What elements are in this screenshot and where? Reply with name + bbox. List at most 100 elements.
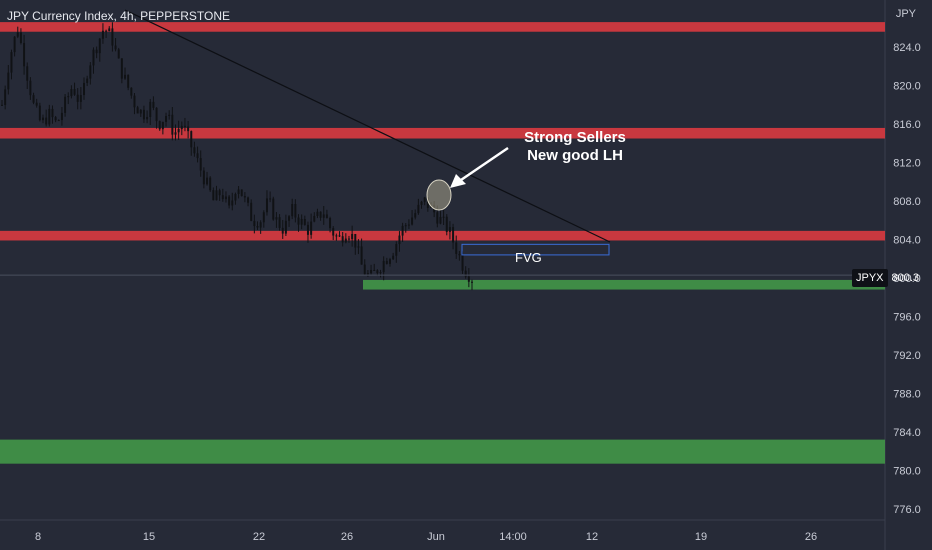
candle-body	[155, 107, 158, 122]
candle-body	[174, 132, 177, 135]
candle-body	[234, 193, 237, 201]
y-tick-label: 784.0	[893, 427, 921, 439]
time-axis[interactable]: 8 15 22 26 Jun 14:00 12 19 26	[35, 531, 817, 543]
candle-body	[124, 74, 127, 79]
candle-body	[171, 114, 174, 135]
candle-body	[297, 217, 300, 225]
candle-body	[45, 117, 48, 125]
candle-body	[19, 32, 22, 43]
annotation-arrow-head	[450, 174, 466, 188]
x-tick-label: 22	[253, 531, 265, 543]
candle-body	[180, 125, 183, 130]
candle-body	[117, 49, 120, 59]
candle-body	[341, 236, 344, 243]
candle-body	[247, 197, 250, 203]
candle-body	[54, 117, 57, 121]
resistance-zone	[0, 22, 885, 32]
candle-body	[392, 255, 395, 260]
candle-body	[278, 217, 281, 228]
candle-body	[417, 204, 420, 214]
candle-body	[193, 147, 196, 154]
candle-body	[149, 101, 152, 117]
y-tick-label: 812.0	[893, 158, 921, 170]
candle-body	[439, 216, 442, 224]
y-tick-label: 824.0	[893, 42, 921, 54]
candle-body	[92, 49, 95, 66]
candle-body	[448, 227, 451, 232]
candle-body	[10, 52, 13, 73]
annotation-text: Strong Sellers New good LH	[500, 129, 650, 165]
overlays	[0, 9, 885, 276]
candle-body	[363, 264, 366, 275]
trendline	[124, 9, 611, 243]
candle-body	[376, 270, 379, 274]
y-tick-label: 808.0	[893, 196, 921, 208]
candle-body	[215, 190, 218, 201]
annotation-line-1: Strong Sellers	[524, 129, 626, 146]
candle-body	[221, 195, 224, 200]
candle-body	[354, 233, 357, 248]
candle-body	[79, 95, 82, 102]
candle-body	[114, 45, 117, 50]
candle-body	[250, 202, 253, 221]
candle-body	[325, 214, 328, 219]
candle-body	[224, 196, 227, 200]
candle-body	[385, 260, 388, 264]
x-tick-label: Jun	[427, 531, 445, 543]
candle-body	[190, 131, 193, 148]
candle-body	[136, 107, 139, 114]
support-zone	[363, 279, 885, 290]
candle-body	[183, 125, 186, 127]
candle-body	[231, 200, 234, 206]
candle-body	[445, 216, 448, 232]
y-tick-label: 792.0	[893, 350, 921, 362]
candle-body	[313, 215, 316, 222]
candle-body	[357, 246, 360, 248]
candle-body	[108, 28, 111, 32]
candle-body	[70, 89, 73, 97]
candle-body	[165, 115, 168, 122]
candle-body	[351, 233, 354, 240]
candle-body	[86, 78, 89, 83]
candle-body	[206, 177, 209, 185]
candle-body	[366, 273, 369, 275]
candle-body	[269, 198, 272, 200]
x-tick-label: 26	[341, 531, 353, 543]
candle-body	[105, 30, 108, 32]
candle-body	[218, 190, 221, 196]
candle-body	[370, 269, 373, 274]
x-tick-label: 8	[35, 531, 41, 543]
candles	[1, 22, 473, 291]
candle-body	[35, 102, 38, 106]
candle-body	[420, 201, 423, 205]
y-tick-label: 820.0	[893, 81, 921, 93]
candle-body	[306, 224, 309, 235]
candle-body	[423, 197, 426, 202]
fvg-label: FVG	[515, 250, 542, 265]
candle-body	[199, 158, 202, 171]
axis-currency-label: JPY	[895, 8, 916, 20]
candle-body	[101, 30, 104, 39]
candle-body	[158, 121, 161, 130]
x-tick-label: 26	[805, 531, 817, 543]
candle-body	[95, 49, 98, 54]
price-axis[interactable]: 824.0 820.0 816.0 812.0 808.0 804.0 800.0 796.0…	[893, 42, 921, 516]
candle-body	[272, 198, 275, 220]
candle-body	[228, 196, 231, 206]
candle-body	[407, 224, 410, 226]
candle-body	[133, 95, 136, 108]
candle-body	[335, 235, 338, 237]
candle-body	[303, 218, 306, 225]
candle-body	[464, 270, 467, 277]
candle-body	[458, 253, 461, 256]
candle-body	[209, 177, 212, 191]
candle-body	[51, 108, 54, 118]
candle-body	[294, 204, 297, 218]
candle-body	[455, 242, 458, 254]
candle-body	[275, 217, 278, 220]
candle-body	[76, 94, 79, 102]
y-tick-label: 780.0	[893, 465, 921, 477]
candle-body	[329, 218, 332, 229]
candle-body	[1, 104, 3, 106]
candle-body	[111, 28, 114, 46]
